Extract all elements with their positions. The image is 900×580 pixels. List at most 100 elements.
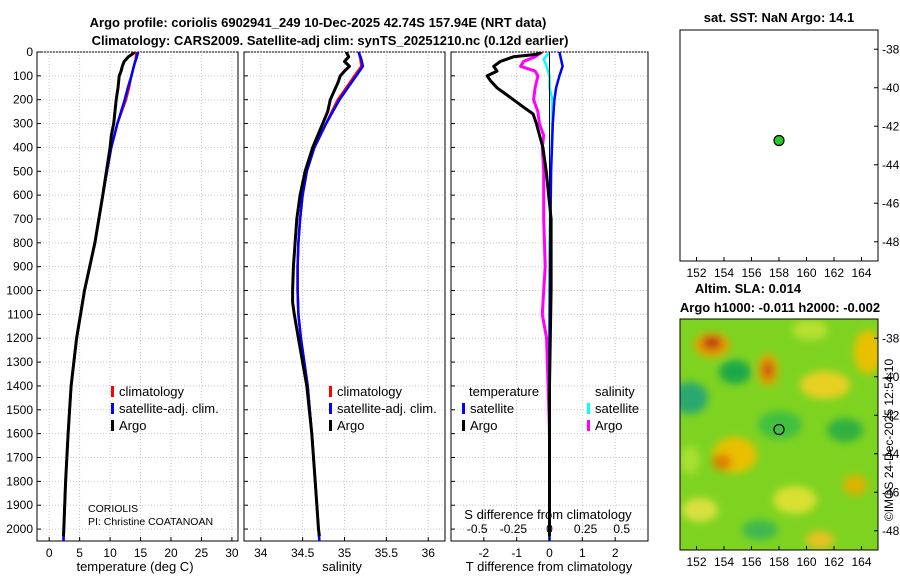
difference-legend-s-argo: Argo (595, 418, 622, 433)
top-tick-label: -0.25 (500, 522, 528, 536)
x-tick-label: 0 (546, 546, 553, 560)
map-y-tick-label: -46 (882, 196, 900, 210)
map-x-tick-label: 156 (741, 555, 761, 569)
sst-map-panel: sat. SST: NaN Argo: 14.1 152 154 156 158 160… (679, 10, 900, 280)
credit-pi: PI: Christine COATANOAN (88, 516, 213, 528)
map-x-tick-label: 158 (769, 555, 789, 569)
map-x-tick-label: 152 (686, 266, 706, 280)
difference-legend-temperature-title: temperature (469, 384, 539, 399)
sla-map-panel: Altim. SLA: 0.014 Argo h1000: -0.011 h20… (679, 281, 900, 569)
temperature-legend-climatology-swatch (111, 386, 114, 397)
salinity-legend-climatology-swatch (329, 386, 332, 397)
y-tick-label: 800 (13, 236, 33, 250)
salinity-legend-argo: Argo (337, 418, 364, 433)
temperature-legend-satellite-swatch (111, 403, 114, 414)
y-tick-label: 0 (26, 45, 33, 59)
map-x-tick-label: 160 (796, 266, 816, 280)
salinity-ticks: 34 34.5 35 35.5 36 (244, 51, 436, 560)
difference-top-xlabel: S difference from climatology (464, 507, 632, 522)
sla-blob (712, 454, 732, 470)
sla-blob (843, 475, 867, 495)
x-tick-label: -2 (478, 546, 489, 560)
y-tick-label: 1600 (6, 427, 33, 441)
sla-map-title-line2: Argo h1000: -0.011 h2000: -0.002 (680, 300, 880, 315)
sla-blob (800, 371, 850, 399)
salinity-legend-climatology: climatology (337, 384, 403, 399)
y-tick-label: 1300 (6, 355, 33, 369)
difference-legend-t-satellite: satellite (470, 401, 514, 416)
float-position-marker (773, 423, 785, 436)
sla-blob (680, 382, 708, 414)
map-y-tick-label: -48 (882, 235, 900, 249)
x-tick-label: 35.5 (375, 546, 399, 560)
y-tick-label: 600 (13, 188, 33, 202)
x-tick-label: 34.5 (291, 546, 315, 560)
map-y-tick-label: -38 (882, 42, 900, 56)
difference-legend-t-argo-swatch (462, 420, 465, 431)
top-tick-label: -0.5 (467, 522, 488, 536)
imos-stamp: ©IMOS 24-Dec-2025 12:54:10 (882, 359, 896, 522)
difference-legend-s-satellite: satellite (595, 401, 639, 416)
y-tick-label: 1000 (6, 284, 33, 298)
map-y-tick-label: -42 (882, 408, 900, 422)
sla-heatmap-blobs (680, 320, 878, 549)
map-y-tick-label: -44 (882, 447, 900, 461)
map-x-tick-label: 164 (851, 555, 871, 569)
sst-map-ticks: 152 154 156 158 160 162 164 -38 -40 -42 -44 -46 -48 (686, 42, 899, 280)
sla-blob (702, 336, 722, 350)
y-tick-label: 1400 (6, 379, 33, 393)
salinity-axes-frame (243, 51, 446, 542)
sla-blob (742, 520, 778, 540)
sla-blob (773, 486, 817, 514)
temperature-legend-climatology: climatology (119, 384, 185, 399)
x-tick-label: 15 (134, 546, 148, 560)
temperature-axes-frame (36, 51, 239, 542)
map-y-tick-label: -40 (882, 81, 900, 95)
map-y-tick-label: -38 (882, 331, 900, 345)
series-line-argo (291, 52, 351, 537)
y-tick-label: 1800 (6, 474, 33, 488)
sla-blob (854, 330, 878, 374)
difference-legend-t-satellite-swatch (462, 403, 465, 414)
map-x-tick-label: 162 (824, 555, 844, 569)
temperature-legend-satellite: satellite-adj. clim. (119, 401, 219, 416)
series-line-t-argo (485, 52, 553, 537)
difference-legend-salinity-title: salinity (595, 384, 635, 399)
sla-map-ticks: 152 154 156 158 160 162 164 -38 -40 -42 -44 -46 -48 (686, 331, 899, 569)
x-tick-label: -1 (511, 546, 522, 560)
temperature-panel: 0100200300400500600700800900100011001200… (6, 45, 239, 574)
map-y-tick-label: -44 (882, 158, 900, 172)
salinity-legend-satellite-swatch (329, 403, 332, 414)
y-tick-label: 300 (13, 117, 33, 131)
temperature-ticks: 0100200300400500600700800900100011001200… (6, 45, 239, 560)
map-x-tick-label: 152 (686, 555, 706, 569)
x-tick-label: 0 (46, 546, 53, 560)
y-tick-label: 1900 (6, 498, 33, 512)
sla-blob (680, 446, 700, 474)
difference-series (485, 52, 564, 541)
salinity-legend: climatology satellite-adj. clim. Argo (329, 384, 437, 433)
x-tick-label: 35 (338, 546, 352, 560)
y-tick-label: 2000 (6, 522, 33, 536)
sst-map-title: sat. SST: NaN Argo: 14.1 (704, 10, 855, 25)
salinity-xlabel: salinity (322, 559, 362, 574)
map-x-tick-label: 154 (714, 266, 734, 280)
y-tick-label: 500 (13, 164, 33, 178)
top-tick-label: 0.5 (613, 522, 630, 536)
sla-blob (682, 498, 718, 522)
y-tick-label: 1700 (6, 451, 33, 465)
credit-institution: CORIOLIS (88, 503, 138, 515)
x-tick-label: 36 (422, 546, 436, 560)
figure-title-line2: Climatology: CARS2009. Satellite-adj cli… (92, 33, 569, 48)
x-tick-label: 34 (254, 546, 268, 560)
salinity-panel: 34 34.5 35 35.5 36 salinity climatology sate… (243, 51, 446, 574)
map-x-tick-label: 154 (714, 555, 734, 569)
sla-blob (763, 361, 773, 379)
difference-legend: temperature satellite Argo salinity sate… (462, 384, 639, 433)
sla-blob (792, 320, 828, 340)
y-tick-label: 900 (13, 260, 33, 274)
salinity-legend-argo-swatch (329, 420, 332, 431)
y-tick-label: 200 (13, 93, 33, 107)
